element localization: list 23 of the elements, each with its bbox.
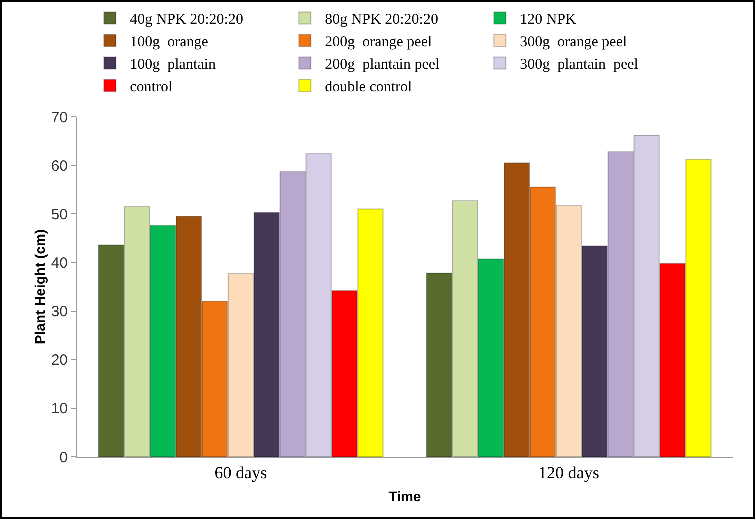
x-axis-title: Time xyxy=(388,488,422,505)
y-tick-label: 10 xyxy=(51,400,68,418)
y-tick-label: 20 xyxy=(51,352,68,370)
x-tick-label: 120 days xyxy=(538,463,600,482)
legend-label: double control xyxy=(325,80,412,96)
legend-label: 80g NPK 20:20:20 xyxy=(325,12,438,28)
y-axis-title: Plant Height (cm) xyxy=(32,229,48,345)
legend-label: 100g plantain xyxy=(130,57,216,74)
legend-label: 120 NPK xyxy=(520,12,577,28)
legend-label: 300g plantain peel xyxy=(520,57,638,74)
y-tick-label: 0 xyxy=(60,449,68,466)
y-tick-label: 60 xyxy=(51,158,68,175)
legend-label: control xyxy=(130,80,173,96)
x-tick-label: 60 days xyxy=(214,463,268,482)
y-tick-label: 30 xyxy=(51,304,68,321)
y-tick-label: 40 xyxy=(51,254,68,272)
y-tick-label: 70 xyxy=(51,109,68,126)
legend-label: 200g plantain peel xyxy=(325,57,440,74)
legend-label: 300g orange peel xyxy=(520,34,628,51)
y-tick-label: 50 xyxy=(51,206,68,224)
legend-label: 40g NPK 20:20:20 xyxy=(130,12,244,28)
legend-label: 100g orange xyxy=(130,34,209,51)
legend-label: 200g orange peel xyxy=(325,34,432,51)
